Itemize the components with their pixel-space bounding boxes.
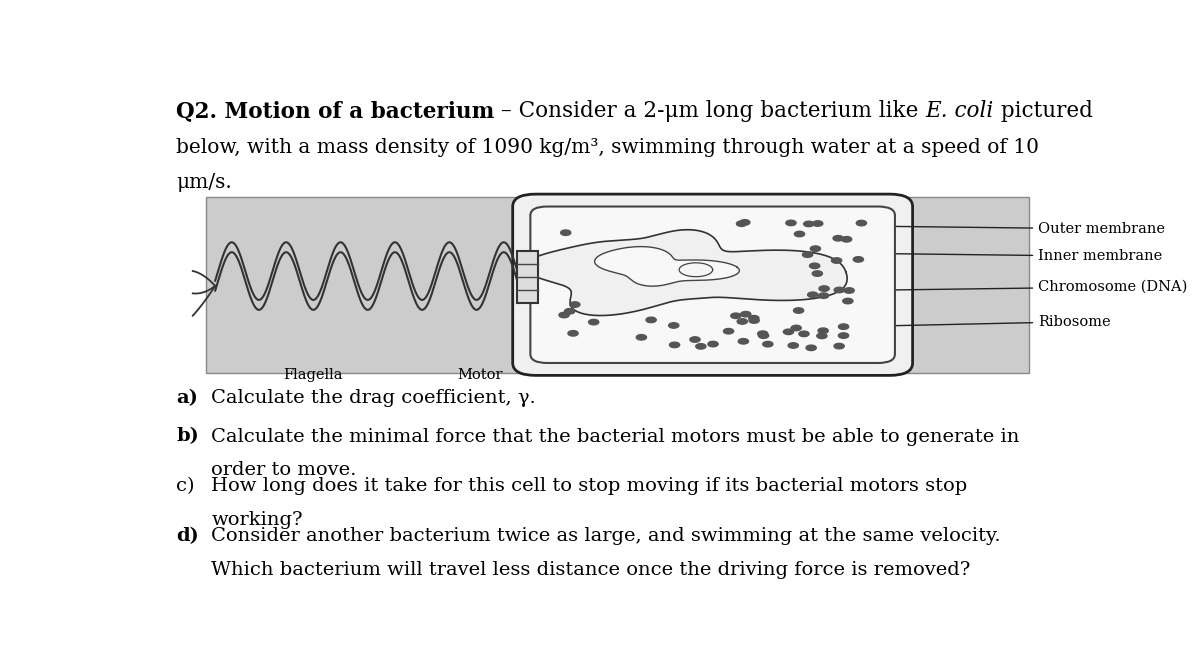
Text: E. coli: E. coli [925, 100, 994, 122]
Circle shape [560, 230, 571, 235]
Text: Chromosome (DNA): Chromosome (DNA) [895, 280, 1188, 294]
Circle shape [668, 322, 679, 328]
Polygon shape [679, 263, 713, 277]
Circle shape [740, 312, 751, 317]
Text: order to move.: order to move. [211, 461, 356, 479]
Circle shape [724, 328, 733, 334]
Circle shape [763, 341, 773, 347]
Text: below, with a mass density of 1090 kg/m³, swimming through water at a speed of 1: below, with a mass density of 1090 kg/m³… [176, 138, 1039, 157]
Circle shape [786, 220, 796, 226]
Circle shape [818, 293, 829, 299]
Text: c): c) [176, 477, 194, 495]
Text: Calculate the minimal force that the bacterial motors must be able to generate i: Calculate the minimal force that the bac… [211, 428, 1020, 446]
Circle shape [793, 308, 804, 313]
Circle shape [841, 237, 852, 242]
Circle shape [839, 324, 848, 330]
Text: Inner membrane: Inner membrane [895, 249, 1163, 263]
Circle shape [839, 333, 848, 339]
Circle shape [857, 221, 866, 226]
Circle shape [806, 345, 816, 351]
Circle shape [758, 333, 769, 339]
Circle shape [568, 331, 578, 336]
Circle shape [559, 312, 569, 318]
Circle shape [757, 331, 768, 337]
Text: Which bacterium will travel less distance once the driving force is removed?: Which bacterium will travel less distanc… [211, 561, 971, 579]
Polygon shape [594, 246, 739, 286]
Circle shape [784, 329, 793, 335]
Text: b): b) [176, 428, 199, 446]
Circle shape [570, 302, 580, 307]
Circle shape [818, 286, 829, 292]
Circle shape [812, 271, 822, 276]
Circle shape [818, 328, 828, 333]
Text: pictured: pictured [994, 100, 1093, 122]
Circle shape [799, 331, 809, 337]
Circle shape [808, 292, 818, 297]
Text: Motor: Motor [457, 368, 503, 382]
Circle shape [791, 325, 802, 331]
Circle shape [794, 232, 805, 237]
Circle shape [834, 287, 845, 293]
Circle shape [834, 343, 845, 349]
Text: Q2. Motion of a bacterium: Q2. Motion of a bacterium [176, 100, 494, 122]
FancyBboxPatch shape [512, 194, 912, 375]
Text: Consider another bacterium twice as large, and swimming at the same velocity.: Consider another bacterium twice as larg… [211, 527, 1001, 545]
Circle shape [810, 246, 821, 252]
Circle shape [788, 342, 798, 348]
Text: How long does it take for this cell to stop moving if its bacterial motors stop: How long does it take for this cell to s… [211, 477, 967, 495]
FancyBboxPatch shape [517, 251, 538, 303]
Circle shape [810, 263, 820, 268]
Circle shape [636, 335, 647, 340]
Circle shape [739, 220, 750, 225]
Circle shape [696, 344, 706, 349]
Circle shape [737, 319, 748, 324]
Circle shape [731, 313, 740, 319]
Circle shape [842, 298, 853, 304]
Circle shape [646, 317, 656, 322]
FancyBboxPatch shape [530, 206, 895, 363]
Text: working?: working? [211, 511, 304, 529]
Text: Outer membrane: Outer membrane [895, 222, 1165, 236]
Circle shape [832, 258, 841, 263]
Circle shape [690, 337, 700, 342]
Polygon shape [523, 230, 847, 315]
Text: a): a) [176, 389, 198, 407]
Circle shape [670, 342, 679, 348]
Text: Ribosome: Ribosome [895, 315, 1111, 329]
Circle shape [708, 341, 718, 347]
Text: d): d) [176, 527, 199, 545]
Circle shape [588, 319, 599, 325]
Text: μm/s.: μm/s. [176, 173, 232, 192]
Circle shape [817, 333, 827, 339]
Circle shape [737, 221, 746, 226]
Text: Calculate the drag coefficient, γ.: Calculate the drag coefficient, γ. [211, 389, 536, 407]
Circle shape [804, 221, 814, 226]
Text: Flagella: Flagella [283, 368, 342, 382]
Circle shape [853, 257, 864, 262]
FancyBboxPatch shape [206, 197, 1028, 373]
Circle shape [738, 339, 749, 344]
Circle shape [812, 221, 823, 226]
Circle shape [803, 252, 812, 257]
Text: – Consider a 2-μm long bacterium like: – Consider a 2-μm long bacterium like [494, 100, 925, 122]
Circle shape [749, 315, 758, 321]
Circle shape [749, 318, 760, 323]
Circle shape [844, 288, 854, 293]
Circle shape [564, 308, 575, 314]
Circle shape [833, 235, 844, 241]
